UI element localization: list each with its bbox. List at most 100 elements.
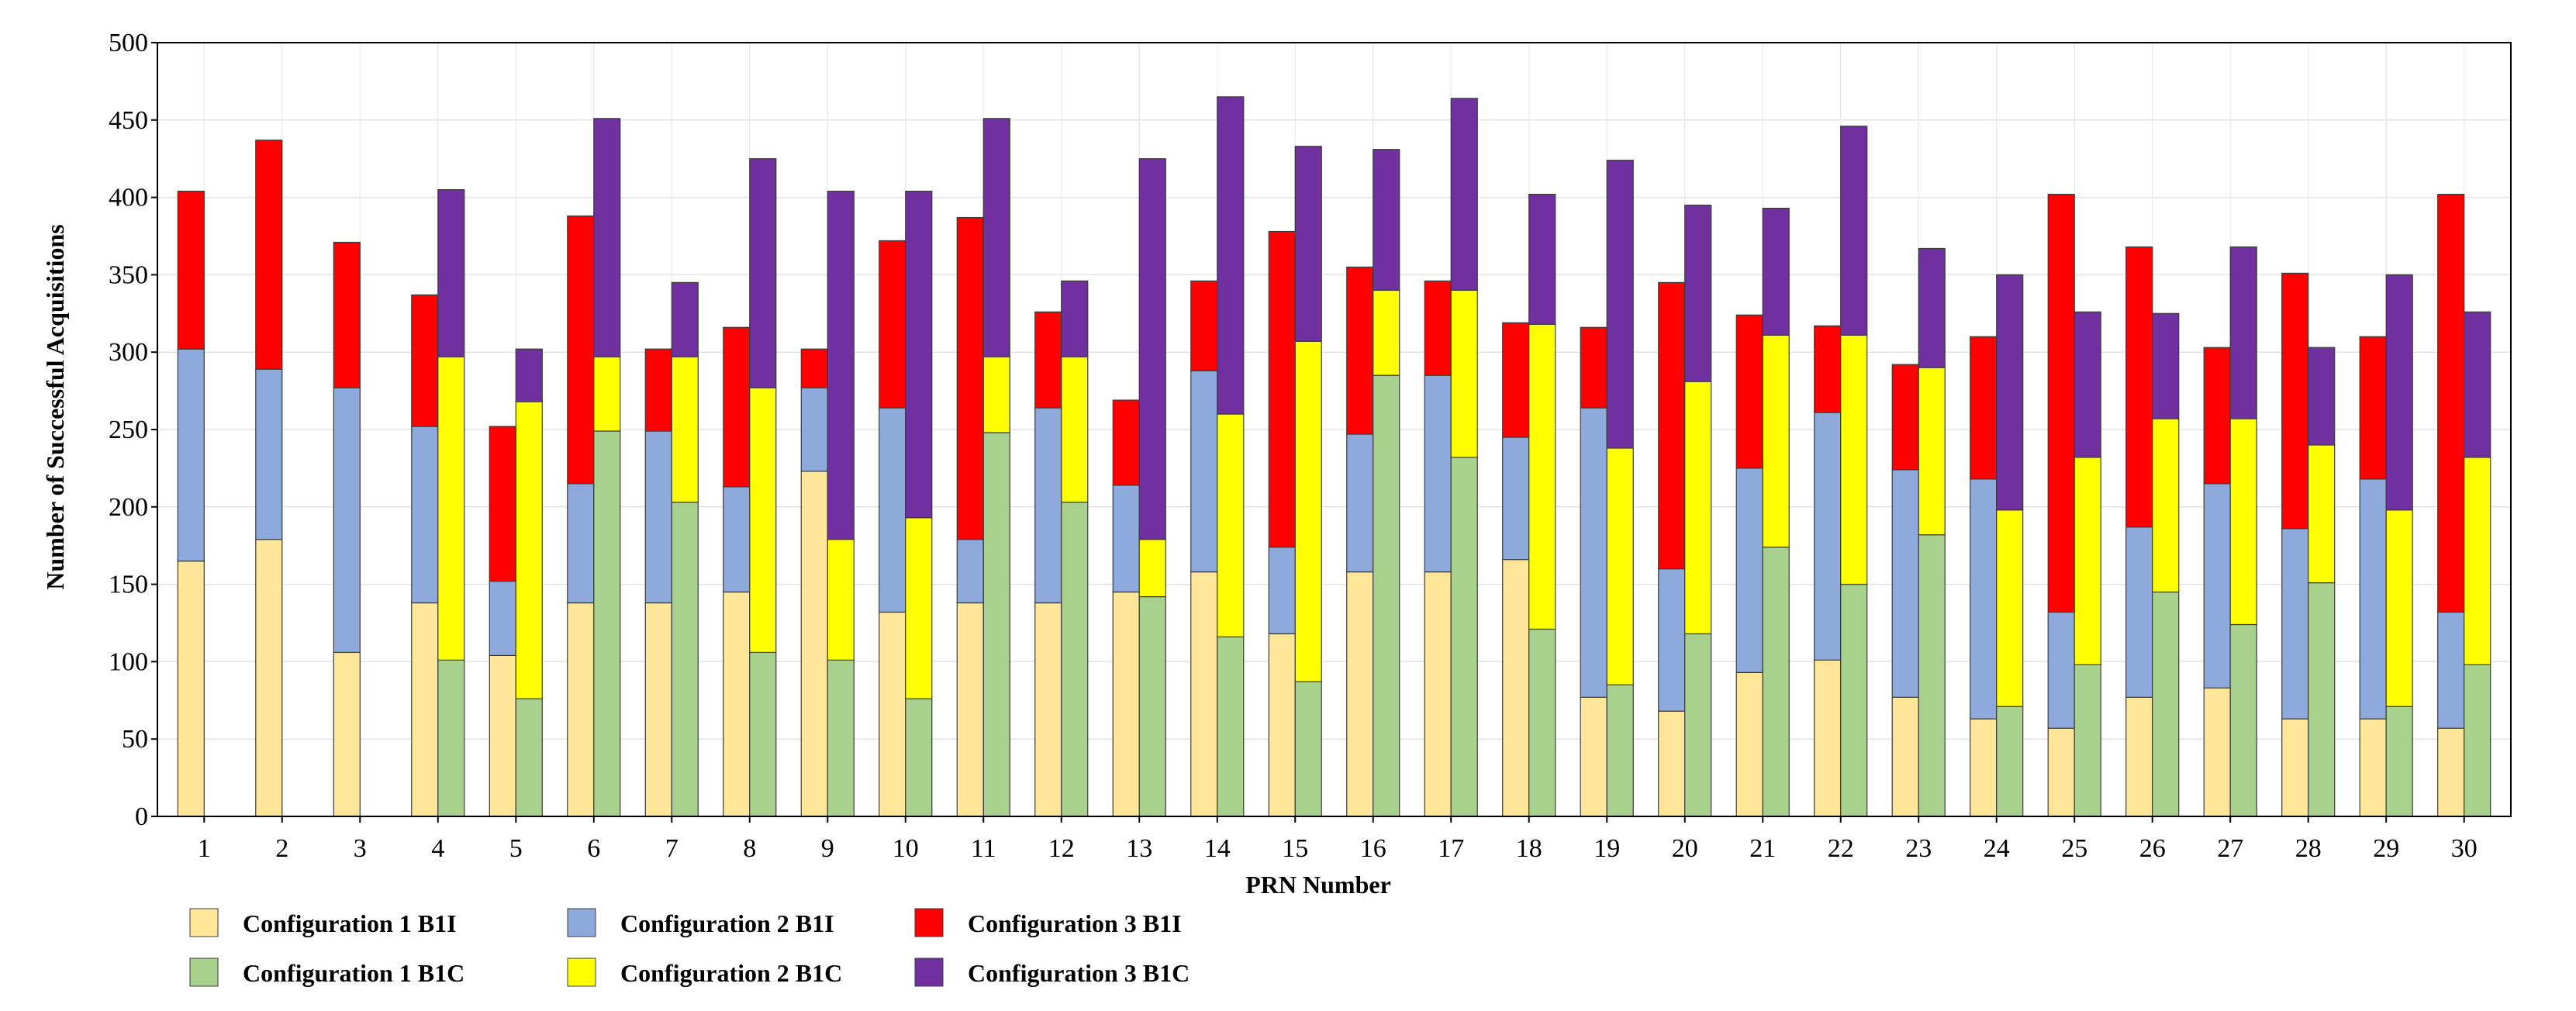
bar-segment <box>1138 595 1166 817</box>
bar-segment <box>1580 696 1607 817</box>
y-tick-label: 300 <box>109 338 148 367</box>
x-tick-label: 15 <box>1282 834 1308 863</box>
bar-segment <box>411 602 439 817</box>
bar-segment <box>1346 433 1374 573</box>
x-tick-label: 27 <box>2217 834 2243 863</box>
bar-segment <box>1996 274 2024 511</box>
bar-segment <box>1684 204 1712 382</box>
bar-segment <box>1840 583 1868 817</box>
x-tick-label: 24 <box>1984 834 2010 863</box>
bar-segment <box>2229 418 2257 626</box>
bar-segment <box>956 216 984 540</box>
x-tick-label: 1 <box>198 834 211 863</box>
bar-segment <box>2308 347 2336 446</box>
bar-segment <box>800 348 828 388</box>
bar-segment <box>515 401 543 699</box>
bar-segment <box>982 432 1010 817</box>
bar-segment <box>1373 289 1400 376</box>
legend-swatch <box>567 908 596 937</box>
bar-segment <box>2437 727 2465 817</box>
x-tick-label: 17 <box>1438 834 1464 863</box>
bar-segment <box>593 356 621 432</box>
x-tick-label: 29 <box>2373 834 2399 863</box>
bar-segment <box>1502 559 1530 817</box>
bar-segment <box>827 191 855 540</box>
bar-segment <box>644 602 672 817</box>
y-tick-label: 150 <box>109 571 148 599</box>
y-axis-label: Number of Successful Acquisitions <box>41 224 69 589</box>
legend-label: Configuration 1 B1C <box>243 959 464 987</box>
bar-segment <box>567 602 595 817</box>
bar-segment <box>1138 539 1166 598</box>
bar-segment <box>2385 509 2413 707</box>
bar-segment <box>1268 230 1296 548</box>
x-tick-label: 6 <box>587 834 600 863</box>
x-tick-label: 28 <box>2295 834 2322 863</box>
bar-segment <box>982 356 1010 433</box>
bar-segment <box>1840 126 1868 336</box>
x-tick-label: 7 <box>665 834 679 863</box>
bar-segment <box>1970 718 1998 817</box>
bar-segment <box>333 387 361 654</box>
bar-segment <box>905 191 933 519</box>
bar-segment <box>956 602 984 817</box>
x-tick-label: 30 <box>2451 834 2478 863</box>
bar-segment <box>1190 370 1218 573</box>
bar-segment <box>1061 502 1089 817</box>
bar-segment <box>723 326 751 488</box>
bar-segment <box>1762 334 1790 548</box>
y-tick-label: 0 <box>135 802 148 831</box>
legend-swatch <box>189 958 219 987</box>
bar-segment <box>1580 326 1607 409</box>
y-tick-label: 200 <box>109 493 148 522</box>
bar-segment <box>1528 323 1556 630</box>
bar-segment <box>567 215 595 485</box>
bar-segment <box>1034 407 1062 604</box>
bar-segment <box>2203 687 2231 817</box>
bar-segment <box>1762 207 1790 336</box>
bar-segment <box>177 348 205 562</box>
bar-segment <box>1112 591 1140 817</box>
bar-segment <box>2359 336 2387 480</box>
bar-segment <box>177 191 205 350</box>
bar-segment <box>879 407 906 613</box>
bar-segment <box>2359 718 2387 817</box>
bar-segment <box>1918 247 1946 368</box>
legend-swatch <box>189 908 219 937</box>
bar-segment <box>2281 718 2309 817</box>
bar-segment <box>437 659 465 817</box>
bar-segment <box>1918 534 1946 817</box>
x-tick-label: 22 <box>1828 834 1854 863</box>
bar-segment <box>1424 374 1452 573</box>
x-axis-label: PRN Number <box>1245 871 1391 899</box>
y-tick-label: 250 <box>109 416 148 444</box>
bar-segment <box>515 348 543 402</box>
y-tick-label: 50 <box>122 725 148 754</box>
bar-segment <box>827 659 855 817</box>
bar-segment <box>1762 547 1790 817</box>
legend-swatch <box>914 958 944 987</box>
bar-segment <box>671 281 699 357</box>
bar-segment <box>1373 149 1400 291</box>
bar-segment <box>489 426 516 582</box>
bar-segment <box>2359 478 2387 719</box>
bar-segment <box>1424 280 1452 376</box>
legend-swatch <box>914 908 944 937</box>
bar-segment <box>1814 412 1842 661</box>
bar-segment <box>1891 696 1919 817</box>
bar-segment <box>1112 485 1140 593</box>
bar-segment <box>1918 367 1946 536</box>
bar-segment <box>1450 289 1478 458</box>
bar-segment <box>333 651 361 817</box>
bar-segment <box>437 189 465 357</box>
bar-segment <box>2047 611 2075 729</box>
y-tick-label: 400 <box>109 184 148 212</box>
bar-segment <box>2464 311 2491 458</box>
bar-segment <box>177 561 205 817</box>
bar-segment <box>1268 633 1296 817</box>
legend-label: Configuration 3 B1C <box>968 959 1190 987</box>
bar-segment <box>2385 706 2413 817</box>
bar-segment <box>1373 374 1400 817</box>
bar-segment <box>2047 194 2075 613</box>
x-tick-label: 11 <box>971 834 996 863</box>
